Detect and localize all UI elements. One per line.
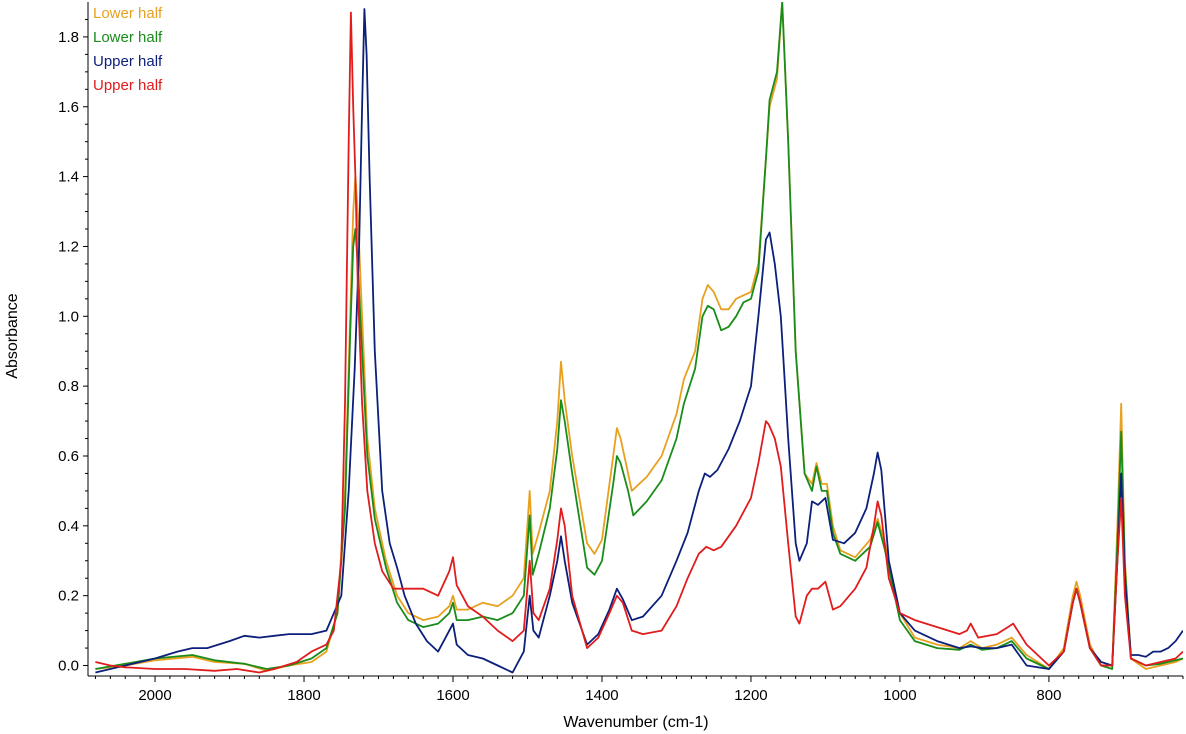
series-lines [95,2,1183,674]
y-axis-ticks: 0.0 0.2 0.4 0.6 0.8 1.0 1.2 1.4 1.6 1.8 [58,18,88,675]
x-tick-label: 1400 [585,687,618,704]
legend-entry-1: Lower half [93,5,163,22]
series-line-1 [95,2,1183,672]
y-tick-label: 1.0 [58,308,79,325]
y-tick-label: 0.0 [58,658,79,675]
x-tick-label: 1800 [287,687,320,704]
x-axis-ticks: 2000 1800 1600 1400 1200 1000 800 [94,676,1184,704]
y-tick-label: 0.6 [58,448,79,465]
x-tick-label: 1200 [734,687,767,704]
y-axis-title: Absorbance [4,293,21,378]
x-tick-label: 2000 [138,687,171,704]
axes [87,2,1183,677]
y-tick-label: 0.4 [58,518,79,535]
y-tick-label: 1.4 [58,169,79,186]
x-tick-label: 800 [1036,687,1061,704]
x-axis-title: Wavenumber (cm-1) [563,714,708,731]
legend-entry-4: Upper half [93,77,163,94]
legend: Lower half Lower half Upper half Upper half [93,5,163,94]
x-tick-label: 1000 [883,687,916,704]
series-line-4 [95,11,1183,674]
y-tick-label: 0.2 [58,588,79,605]
series-line-2 [95,2,1183,670]
y-tick-label: 1.2 [58,238,79,255]
legend-entry-3: Upper half [93,53,163,70]
x-tick-label: 1600 [436,687,469,704]
y-tick-label: 0.8 [58,378,79,395]
y-tick-label: 1.8 [58,29,79,46]
series-line-3 [95,8,1183,674]
legend-entry-2: Lower half [93,29,163,46]
y-tick-label: 1.6 [58,99,79,116]
